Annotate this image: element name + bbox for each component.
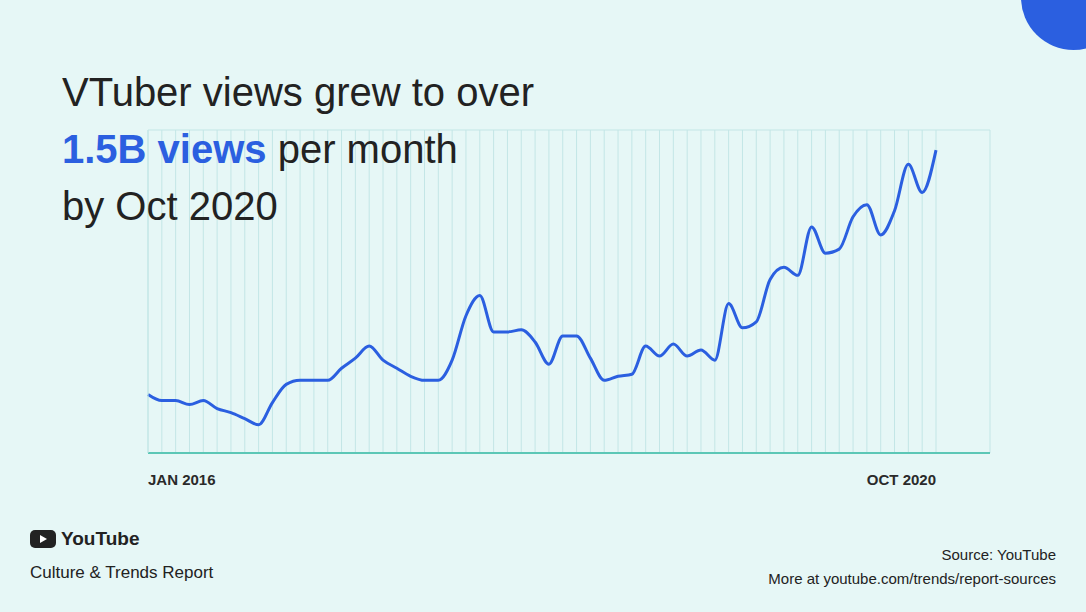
svg-text:OCT 2020: OCT 2020 (867, 471, 936, 488)
html-text:Source: YouTube: Source: YouTube (941, 546, 1056, 563)
svg-text:JAN 2016: JAN 2016 (148, 471, 216, 488)
html-text:More at youtube.com/trends/rep: More at youtube.com/trends/report-source… (768, 570, 1056, 587)
html-text:Culture & Trends Report: Culture & Trends Report (30, 563, 214, 582)
html-text:1.5B views per month: 1.5B views per month (62, 127, 458, 171)
html-text:VTuber views grew to over: VTuber views grew to over (62, 70, 534, 114)
html-text:YouTube: YouTube (61, 528, 140, 549)
html-text:by Oct 2020: by Oct 2020 (62, 184, 278, 228)
